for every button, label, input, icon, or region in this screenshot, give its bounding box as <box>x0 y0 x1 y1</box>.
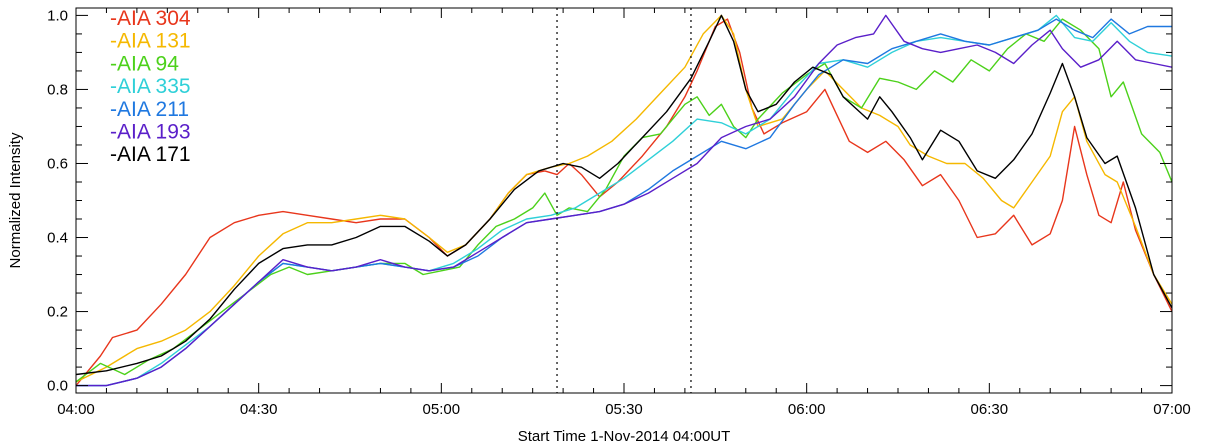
series-line-aia-304 <box>76 18 1172 387</box>
series-line-aia-211 <box>76 18 1172 387</box>
series-line-aia-131 <box>76 14 1172 383</box>
legend-entry-aia-131: -AIA 131 <box>110 30 191 53</box>
y-tick-label: 0.2 <box>47 304 68 321</box>
y-tick-label: 0.6 <box>47 155 68 172</box>
series-line-aia-171 <box>76 14 1172 376</box>
y-axis-title: Normalized Intensity <box>7 132 24 268</box>
legend-entry-aia-193: -AIA 193 <box>110 121 191 144</box>
legend-entry-aia-211: -AIA 211 <box>110 98 189 121</box>
plot-area <box>76 8 1172 393</box>
y-tick-label: 0.4 <box>47 230 68 247</box>
x-axis-title: Start Time 1-Nov-2014 04:00UT <box>518 428 731 445</box>
series-group <box>76 14 1172 387</box>
y-tick-label: 0.8 <box>47 81 68 98</box>
x-tick-label: 06:30 <box>971 401 1009 418</box>
axes: 04:00 04:30 05:00 05:30 06:00 06:30 07:00 0.0 0.… <box>47 7 1191 418</box>
legend-entry-aia-335: -AIA 335 <box>110 75 191 98</box>
x-tick-label: 05:00 <box>423 401 461 418</box>
series-line-aia-94 <box>76 18 1172 383</box>
y-tick-label: 1.0 <box>47 7 68 24</box>
legend-entry-aia-304: -AIA 304 <box>110 7 191 30</box>
x-tick-label: 04:30 <box>240 401 278 418</box>
legend-entry-aia-94: -AIA 94 <box>110 52 179 75</box>
legend: -AIA 304-AIA 131-AIA 94-AIA 335-AIA 211-… <box>110 7 191 166</box>
x-tick-label: 05:30 <box>605 401 643 418</box>
plot-frame <box>75 7 1173 394</box>
y-tick-label: 0.0 <box>47 378 68 395</box>
series-line-aia-335 <box>76 14 1172 387</box>
x-tick-label: 06:00 <box>788 401 826 418</box>
legend-entry-aia-171: -AIA 171 <box>110 143 191 166</box>
series-line-aia-193 <box>76 14 1172 387</box>
x-tick-label: 04:00 <box>57 401 95 418</box>
x-tick-label: 07:00 <box>1153 401 1191 418</box>
